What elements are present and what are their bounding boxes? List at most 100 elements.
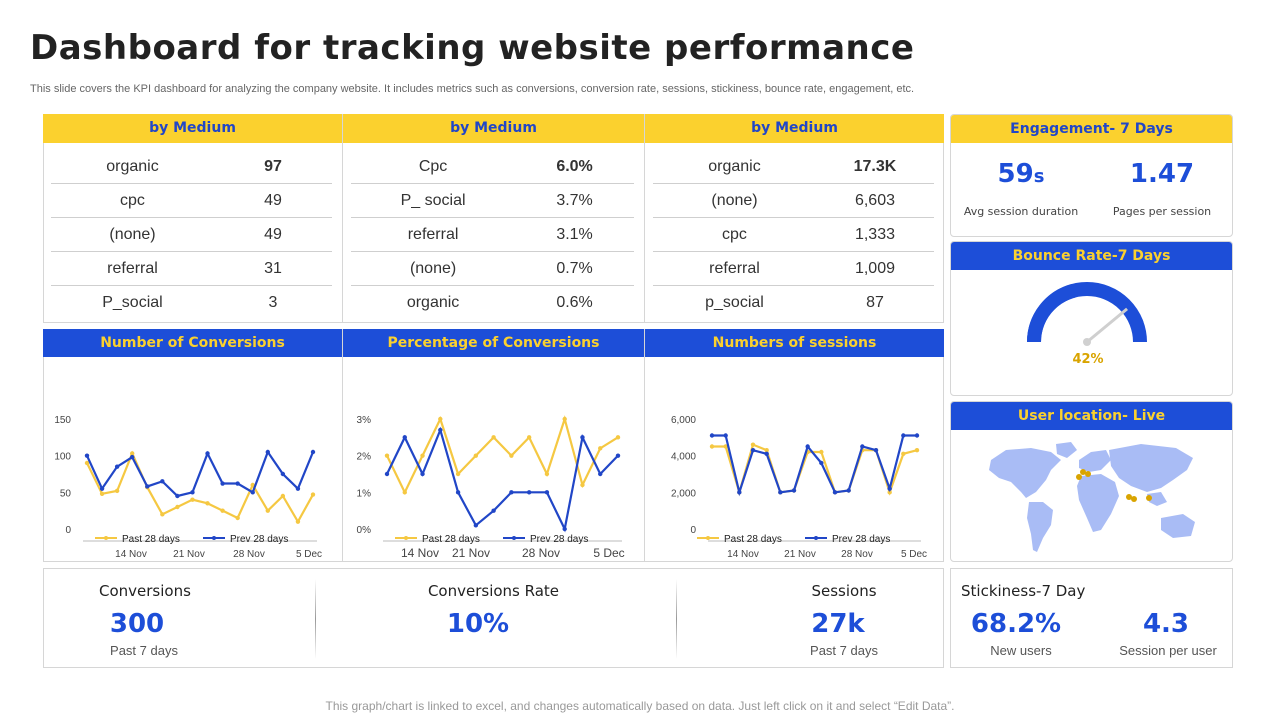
data-point xyxy=(887,490,892,495)
data-point xyxy=(737,490,742,495)
medium-value: 6.0% xyxy=(556,157,593,175)
medium-name: organic xyxy=(708,157,761,175)
legend-label: Prev 28 days xyxy=(832,534,890,545)
chart-card: Percentage of Conversions 3% 2% 1% 0% 14 Nov 2… xyxy=(343,329,645,562)
medium-value: 49 xyxy=(264,191,282,209)
data-point xyxy=(860,444,865,449)
medium-name: organic xyxy=(406,293,460,311)
legend-marker xyxy=(404,536,408,540)
data-point xyxy=(473,523,479,528)
user-location-header: User location- Live xyxy=(951,402,1232,430)
table-row: P_social 3 xyxy=(51,286,332,319)
legend-label: Past 28 days xyxy=(122,534,180,545)
data-point xyxy=(580,482,585,488)
data-point xyxy=(526,490,532,495)
medium-name: Cpc xyxy=(418,157,448,175)
medium-value: 0.6% xyxy=(556,293,593,311)
kpi-panel: Conversions 300 Past 7 days Conversions … xyxy=(43,568,944,668)
series-line-prev xyxy=(386,426,619,533)
location-marker-europe xyxy=(1080,469,1086,475)
data-point xyxy=(190,497,195,502)
new-users-value: 68.2% xyxy=(970,609,1062,639)
data-point xyxy=(420,471,425,477)
table-row: referral 3.1% xyxy=(351,218,634,252)
medium-value: 3.1% xyxy=(556,225,593,243)
medium-name: referral xyxy=(709,259,760,277)
data-point xyxy=(310,449,316,455)
medium-name: p_social xyxy=(705,293,764,311)
data-point xyxy=(438,416,443,422)
new-users-label: New users xyxy=(990,643,1052,658)
data-point xyxy=(99,486,105,491)
data-point xyxy=(832,490,838,495)
data-point xyxy=(723,433,728,438)
footer-note: This graph/chart is linked to excel, and… xyxy=(325,699,955,713)
data-point xyxy=(819,460,824,466)
user-location-panel: User location- Live xyxy=(950,401,1233,562)
x-tick-label: 28 Nov xyxy=(522,546,560,560)
medium-name: referral xyxy=(107,259,158,277)
medium-value: 49 xyxy=(264,225,282,243)
data-point xyxy=(235,481,240,486)
medium-value: 31 xyxy=(264,259,282,277)
data-point xyxy=(846,488,851,493)
data-point xyxy=(175,504,180,510)
data-point xyxy=(205,501,210,506)
medium-name: (none) xyxy=(409,259,457,277)
legend-item: Past 28 days xyxy=(697,534,782,545)
data-point xyxy=(402,490,407,495)
data-point xyxy=(819,449,824,455)
y-tick-label: 4,000 xyxy=(671,452,696,463)
data-point xyxy=(205,451,210,456)
table-row: referral 31 xyxy=(51,252,332,286)
pages-per-session-value: 1.47 xyxy=(1129,159,1195,189)
y-tick-label: 0% xyxy=(357,525,372,536)
australia xyxy=(1161,514,1195,538)
data-point xyxy=(509,490,514,495)
data-point xyxy=(175,493,180,499)
bounce-rate-panel: Bounce Rate-7 Days 42% xyxy=(950,241,1233,396)
medium-name: cpc xyxy=(722,225,747,243)
x-tick-label: 28 Nov xyxy=(233,549,265,560)
data-point xyxy=(250,490,255,495)
medium-name: organic xyxy=(106,157,159,175)
session-per-user-label: Session per user xyxy=(1119,643,1217,658)
engagement-header: Engagement- 7 Days xyxy=(951,115,1232,143)
table-row: (none) 49 xyxy=(51,218,332,252)
legend-marker xyxy=(814,536,818,540)
x-tick-label: 28 Nov xyxy=(841,549,873,560)
data-point xyxy=(145,484,150,489)
table-row: organic 0.6% xyxy=(351,286,634,319)
medium-value: 0.7% xyxy=(556,259,593,277)
x-tick-label: 21 Nov xyxy=(452,546,490,560)
x-tick-label: 14 Nov xyxy=(401,546,439,560)
data-point xyxy=(901,433,906,438)
legend-marker xyxy=(512,536,516,540)
data-point xyxy=(805,444,810,449)
table-row: (none) 0.7% xyxy=(351,252,634,286)
pages-per-session-label: Pages per session xyxy=(1112,205,1212,218)
x-tick-label: 5 Dec xyxy=(901,549,927,560)
data-point xyxy=(402,435,407,440)
gauge-needle xyxy=(1086,307,1129,344)
x-tick-label: 14 Nov xyxy=(115,549,147,560)
line-chart: 6,000 4,000 2,000 0 14 Nov 21 Nov 28 Nov 5 Dec P… xyxy=(671,415,927,560)
data-point xyxy=(562,526,567,532)
table-row: (none) 6,603 xyxy=(653,184,934,218)
data-point xyxy=(750,447,756,453)
medium-value: 97 xyxy=(264,157,282,175)
continents xyxy=(989,442,1195,552)
medium-table: by Medium organic 17.3K (none) 6,603 cpc 1,333… xyxy=(645,114,944,323)
table-row: referral 1,009 xyxy=(653,252,934,286)
location-marker-india-2 xyxy=(1131,496,1137,502)
data-point xyxy=(295,519,301,524)
legend-item: Past 28 days xyxy=(395,534,480,545)
location-marker-europe-2 xyxy=(1085,471,1091,477)
data-point xyxy=(455,490,461,495)
avg-session-label: Avg session duration xyxy=(963,205,1079,218)
chart-header: Percentage of Conversions xyxy=(343,329,644,357)
data-point xyxy=(764,447,769,453)
table-row: P_ social 3.7% xyxy=(351,184,634,218)
data-point xyxy=(84,460,90,466)
legend-label: Prev 28 days xyxy=(530,534,588,545)
